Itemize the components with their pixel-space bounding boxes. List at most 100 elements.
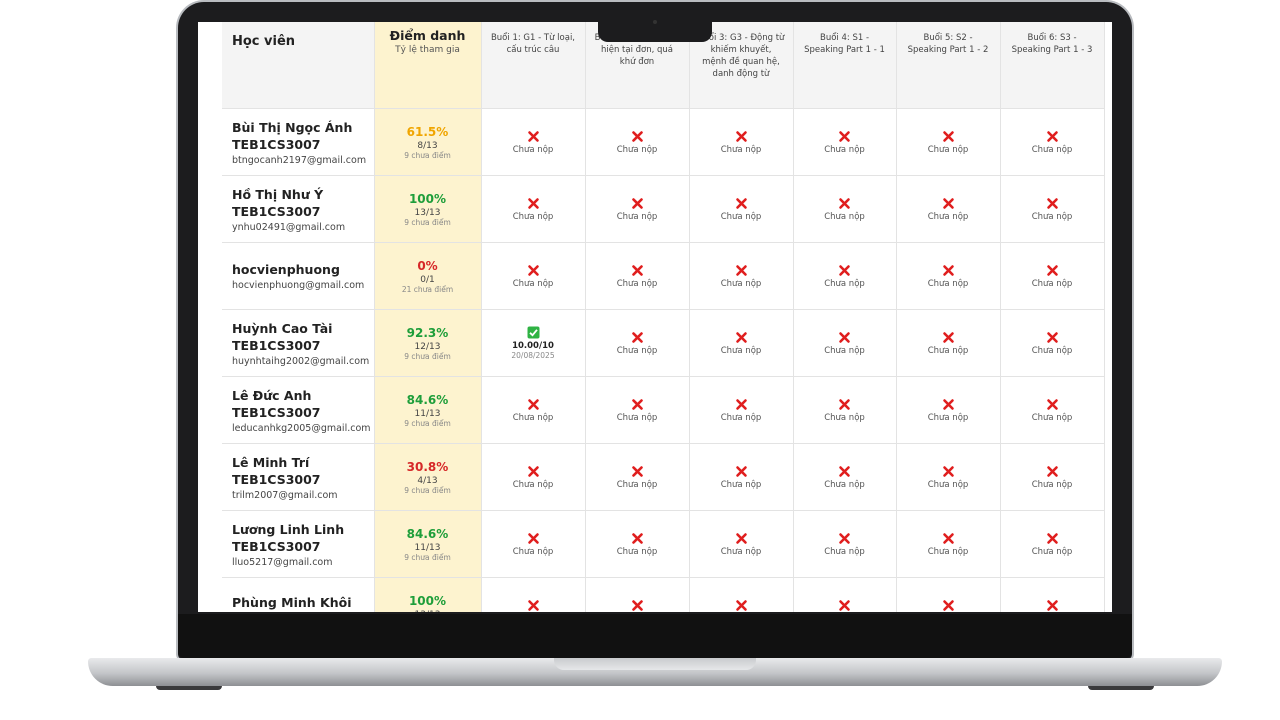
session-header[interactable]: Buổi 4: S1 - Speaking Part 1 - 1 (793, 22, 897, 109)
session-cell[interactable]: 10.00/10 20/08/2025 (481, 309, 586, 377)
cross-icon (1046, 130, 1058, 142)
session-header[interactable]: Buổi 1: G1 - Từ loại, cấu trúc câu (481, 22, 586, 109)
session-cell[interactable]: Chưa nộp (1000, 309, 1105, 377)
session-cell[interactable]: Chưa nộp (793, 309, 897, 377)
session-cell[interactable]: Chưa nộp (896, 309, 1001, 377)
session-header[interactable]: Buổi 5: S2 - Speaking Part 1 - 2 (896, 22, 1001, 109)
cross-icon (735, 599, 747, 611)
session-cell[interactable]: Chưa nộp (689, 242, 794, 310)
session-cell[interactable]: Chưa nộp (689, 376, 794, 444)
student-cell: Lê Đức Anh TEB1CS3007 leducanhkg2005@gmail… (222, 376, 375, 444)
attendance-title: Điểm danh (389, 28, 466, 43)
status: Chưa nộp (1031, 412, 1073, 423)
cross-icon (631, 532, 643, 544)
session-cell[interactable]: Chưa nộp (585, 443, 690, 511)
session-cell[interactable]: Chưa nộp (585, 242, 690, 310)
session-cell[interactable]: Chưa nộp (689, 443, 794, 511)
cross-icon (839, 197, 850, 209)
status: Chưa nộp (824, 546, 865, 557)
session-cell[interactable]: Chưa nộp (793, 443, 897, 511)
student-class: TEB1CS3007 (232, 611, 374, 612)
cross-icon (631, 465, 643, 477)
session-cell[interactable]: Chưa nộp (689, 309, 794, 377)
status: Chưa nộp (720, 144, 762, 155)
session-cell[interactable]: Chưa nộp (689, 510, 794, 578)
student-email: lluo5217@gmail.com (232, 556, 333, 568)
session-cell[interactable]: Chưa nộp (1000, 242, 1105, 310)
session-cell[interactable]: Chưa nộp (585, 108, 690, 176)
cross-icon (839, 532, 850, 544)
session-cell[interactable]: Chưa nộp (689, 108, 794, 176)
session-cell[interactable]: Chưa nộp (481, 108, 586, 176)
status: Chưa nộp (927, 144, 969, 155)
student-name: Lê Minh Trí (232, 454, 310, 470)
session-cell[interactable]: Chưa nộp (896, 175, 1001, 243)
attendance-header[interactable]: Điểm danh Tỷ lệ tham gia (374, 22, 482, 109)
session-cell[interactable]: Chưa nộp (481, 577, 586, 612)
student-cell: Huỳnh Cao Tài TEB1CS3007 huynhtaihg2002@gm… (222, 309, 375, 377)
session-cell[interactable]: Chưa nộp (793, 376, 897, 444)
session-cell[interactable]: Chưa nộp (689, 175, 794, 243)
session-cell[interactable]: Chưa nộp (585, 577, 690, 612)
session-cell[interactable]: Chưa nộp (1000, 376, 1105, 444)
student-name: Bùi Thị Ngọc Ánh (232, 119, 353, 135)
attendance-rate: 100% (408, 593, 447, 608)
submit-date: 20/08/2025 (511, 351, 555, 360)
ungraded-count: 9 chưa điểm (404, 552, 451, 562)
cross-icon (527, 130, 539, 142)
session-cell[interactable]: Chưa nộp (585, 510, 690, 578)
session-cell[interactable]: Chưa nộp (793, 242, 897, 310)
session-cell[interactable]: Chưa nộp (793, 577, 897, 612)
status: Chưa nộp (512, 479, 554, 490)
session-cell[interactable]: Chưa nộp (481, 242, 586, 310)
student-row: Huỳnh Cao Tài TEB1CS3007 huynhtaihg2002@gm… (222, 309, 1105, 377)
session-cell[interactable]: Chưa nộp (896, 443, 1001, 511)
attendance-cell: 84.6% 11/13 9 chưa điểm (374, 376, 482, 444)
status: Chưa nộp (824, 479, 865, 490)
session-cell[interactable]: Chưa nộp (793, 108, 897, 176)
session-cell[interactable]: Chưa nộp (1000, 108, 1105, 176)
session-cell[interactable]: Chưa nộp (896, 577, 1001, 612)
status: Chưa nộp (927, 345, 969, 356)
session-cell[interactable]: Chưa nộp (481, 376, 586, 444)
student-header[interactable]: Học viên (222, 22, 375, 109)
session-cell[interactable]: Chưa nộp (481, 510, 586, 578)
session-cell[interactable]: Chưa nộp (1000, 175, 1105, 243)
session-cell[interactable]: Chưa nộp (481, 443, 586, 511)
attendance-cell: 30.8% 4/13 9 chưa điểm (374, 443, 482, 511)
cross-icon (735, 197, 747, 209)
session-cell[interactable]: Chưa nộp (585, 376, 690, 444)
session-cell[interactable]: Chưa nộp (793, 175, 897, 243)
cross-icon (735, 465, 747, 477)
cross-icon (631, 197, 643, 209)
session-cell[interactable]: Chưa nộp (896, 242, 1001, 310)
status: Chưa nộp (720, 211, 762, 222)
session-header[interactable]: Buổi 6: S3 - Speaking Part 1 - 3 (1000, 22, 1105, 109)
student-email: huynhtaihg2002@gmail.com (232, 355, 370, 367)
status: Chưa nộp (927, 546, 969, 557)
student-name: hocvienphuong (232, 262, 340, 277)
student-row: Lê Đức Anh TEB1CS3007 leducanhkg2005@gmail… (222, 376, 1105, 444)
attendance-count: 11/13 (414, 408, 441, 419)
session-cell[interactable]: Chưa nộp (1000, 577, 1105, 612)
table-body: Bùi Thị Ngọc Ánh TEB1CS3007 btngocanh2197@… (222, 108, 1105, 612)
session-cell[interactable]: Chưa nộp (896, 376, 1001, 444)
cross-icon (942, 264, 954, 276)
student-cell: Bùi Thị Ngọc Ánh TEB1CS3007 btngocanh2197@… (222, 108, 375, 176)
session-cell[interactable]: Chưa nộp (896, 108, 1001, 176)
status: Chưa nộp (1031, 479, 1073, 490)
base-groove (554, 658, 756, 670)
session-cell[interactable]: Chưa nộp (585, 309, 690, 377)
cross-icon (839, 599, 850, 611)
session-cell[interactable]: Chưa nộp (896, 510, 1001, 578)
session-cell[interactable]: Chưa nộp (689, 577, 794, 612)
session-cell[interactable]: Chưa nộp (1000, 443, 1105, 511)
session-cell[interactable]: Chưa nộp (481, 175, 586, 243)
attendance-cell: 92.3% 12/13 9 chưa điểm (374, 309, 482, 377)
attendance-cell: 61.5% 8/13 9 chưa điểm (374, 108, 482, 176)
session-cell[interactable]: Chưa nộp (1000, 510, 1105, 578)
session-cell[interactable]: Chưa nộp (585, 175, 690, 243)
session-cell[interactable]: Chưa nộp (793, 510, 897, 578)
student-cell: hocvienphuong hocvienphuong@gmail.com (222, 242, 375, 310)
